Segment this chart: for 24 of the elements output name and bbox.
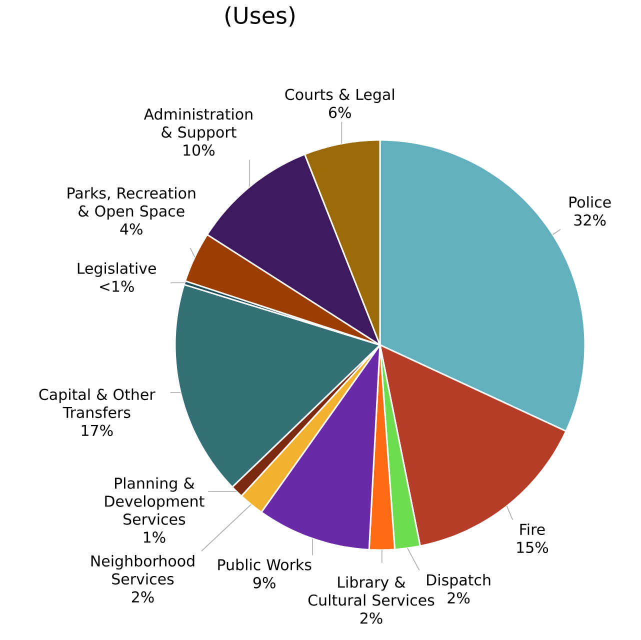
- chart-title: (Uses): [226, 6, 294, 27]
- data-label: 6%: [329, 106, 351, 118]
- slice-label: Fire: [520, 523, 545, 536]
- slice-label: Planning & Development Services: [105, 477, 204, 525]
- data-label: 2%: [448, 592, 470, 604]
- data-label: 2%: [132, 591, 154, 603]
- data-label: 15%: [517, 542, 548, 554]
- slice-label: Neighborhood Services: [91, 555, 194, 585]
- slice-label: Police: [570, 196, 611, 208]
- slice-label: Capital & Other Transfers: [39, 388, 156, 418]
- data-label: 17%: [82, 424, 113, 436]
- data-label: 10%: [184, 144, 215, 156]
- slice-label: Parks, Recreation & Open Space: [68, 187, 196, 220]
- data-label: <1%: [100, 280, 134, 292]
- slice-label: Courts & Legal: [285, 88, 394, 104]
- slice-label: Dispatch: [427, 574, 490, 588]
- data-label: 1%: [144, 532, 166, 543]
- data-label: 32%: [574, 214, 606, 226]
- slice-label: Public Works: [218, 558, 312, 570]
- data-label: 9%: [253, 577, 276, 588]
- slice-label: Administration & Support: [144, 108, 252, 141]
- data-label: 4%: [120, 223, 142, 235]
- data-label: 2%: [360, 612, 382, 624]
- slice-label: Legislative: [78, 262, 156, 277]
